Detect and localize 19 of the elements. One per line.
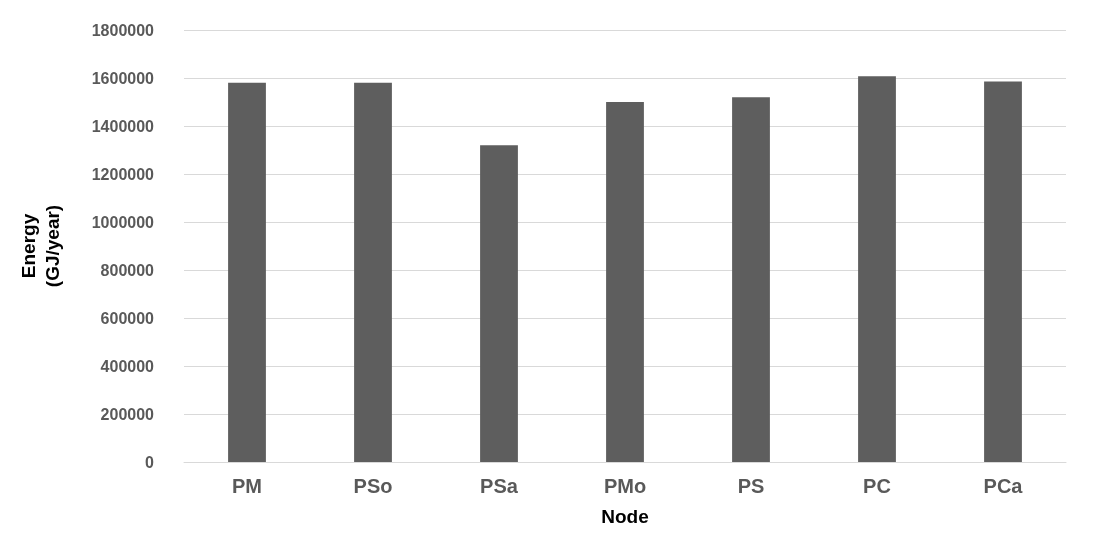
y-tick-label: 1800000 <box>91 21 155 39</box>
y-axis-title: Energy (GJ/year) <box>17 204 63 288</box>
y-tick-label: 800000 <box>100 261 155 279</box>
x-tick-label: PCa <box>983 475 1024 497</box>
y-tick-label: 600000 <box>100 309 155 327</box>
y-tick-label: 1400000 <box>91 117 155 135</box>
x-tick-label: PC <box>863 475 891 497</box>
y-tick-label: 1000000 <box>91 213 155 231</box>
x-axis-title: Node <box>601 506 649 527</box>
y-tick-label: 1600000 <box>91 69 155 87</box>
x-tick-label: PS <box>737 475 765 497</box>
x-tick-label: PMo <box>603 475 647 497</box>
y-tick-label: 200000 <box>100 405 155 423</box>
x-tick-label: PSa <box>480 475 519 497</box>
y-tick-label: 400000 <box>100 357 155 375</box>
y-tick-label: 1200000 <box>91 165 155 183</box>
y-tick-label: 0 <box>145 453 155 471</box>
x-tick-label: PSo <box>353 475 393 497</box>
x-tick-label: PM <box>232 475 262 497</box>
